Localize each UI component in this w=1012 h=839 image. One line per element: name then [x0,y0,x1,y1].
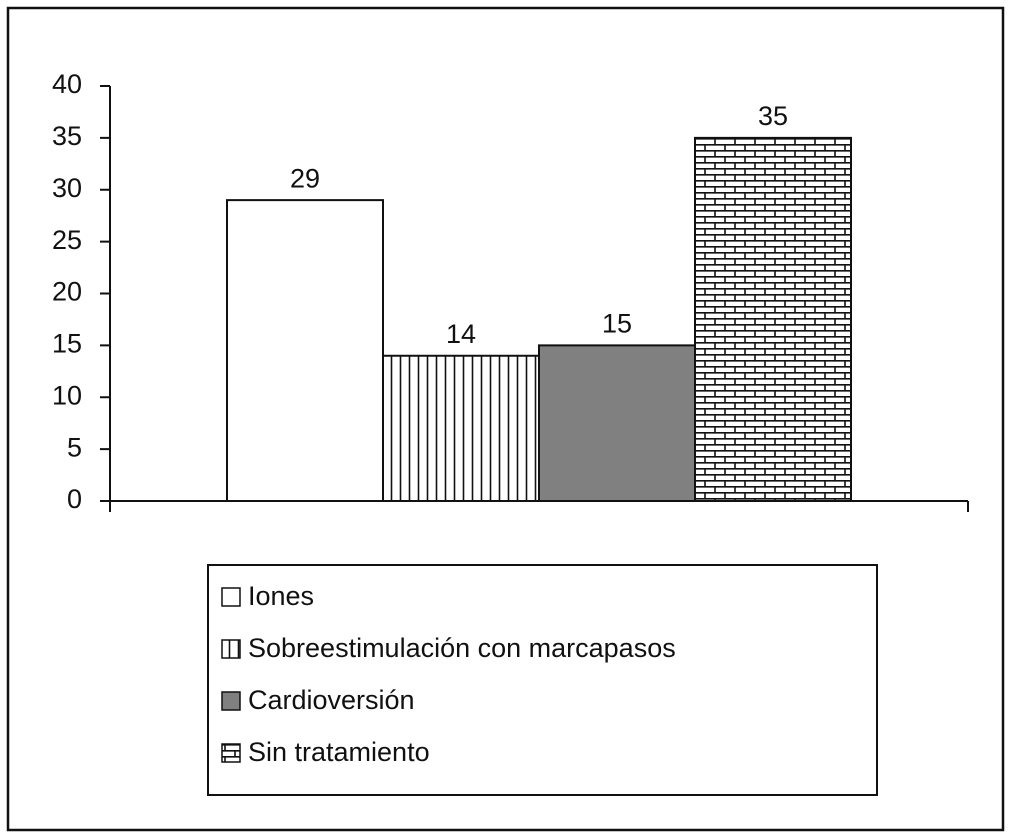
legend-swatch [221,587,241,607]
data-label: 35 [758,101,788,131]
legend-label: Sobreestimulación con marcapasos [248,633,676,663]
bar [538,344,696,502]
y-tick-label: 40 [52,69,82,99]
legend-label: Cardioversión [248,685,415,715]
y-tick-label: 25 [52,225,82,255]
y-tick-label: 30 [52,173,82,203]
bar [226,199,384,502]
bar [694,136,852,502]
frame [6,6,1005,832]
y-tick-label: 35 [52,121,82,151]
legend-label: Sin tratamiento [248,737,430,767]
y-tick-label: 0 [67,484,82,514]
y-tick-label: 5 [67,432,82,462]
legend-box [207,564,878,796]
bar [382,354,540,502]
data-label: 15 [602,309,632,339]
legend-swatch [221,639,241,659]
y-tick-label: 20 [52,277,82,307]
y-tick-label: 15 [52,329,82,359]
legend-swatch [221,743,241,763]
data-label: 29 [290,163,320,193]
y-tick-label: 10 [52,380,82,410]
data-label: 14 [446,319,476,349]
legend-label: Iones [248,581,314,611]
legend-swatch [221,691,241,711]
